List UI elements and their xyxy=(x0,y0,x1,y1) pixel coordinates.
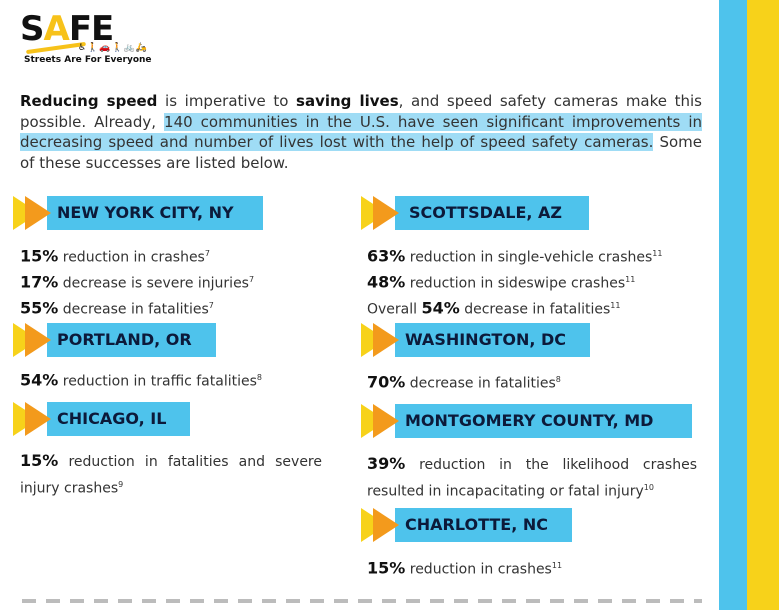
city-header-washington: WASHINGTON, DC xyxy=(361,323,590,357)
stat-line: 15% reduction in fatalities and severe i… xyxy=(20,451,322,497)
city-name: CHICAGO, IL xyxy=(57,409,167,428)
stat-line: 54% reduction in traffic fatalities8 xyxy=(20,370,262,390)
stat-line: 70% decrease in fatalities8 xyxy=(367,372,561,392)
stats-montgomery: 39% reduction in the likelihood crashes … xyxy=(367,453,697,503)
city-name: SCOTTSDALE, AZ xyxy=(409,203,563,222)
stat-line: 63% reduction in single-vehicle crashes1… xyxy=(367,246,663,266)
intro-paragraph: Reducing speed is imperative to saving l… xyxy=(20,92,703,172)
city-header-scottsdale: SCOTTSDALE, AZ xyxy=(361,196,589,230)
city-header-chicago: CHICAGO, IL xyxy=(13,402,190,436)
logo-tagline: Streets Are For Everyone xyxy=(24,55,152,65)
stat-line: 48% reduction in sideswipe crashes11 xyxy=(367,272,636,292)
stat-line: 39% reduction in the likelihood crashes … xyxy=(367,454,697,500)
stat-line: 15% reduction in crashes7 xyxy=(20,246,210,266)
city-name: WASHINGTON, DC xyxy=(405,330,566,349)
dashed-divider xyxy=(22,599,702,603)
city-header-montgomery: MONTGOMERY COUNTY, MD xyxy=(361,404,692,438)
city-header-portland: PORTLAND, OR xyxy=(13,323,216,357)
stats-new-york: 15% reduction in crashes7 17% decrease i… xyxy=(20,243,340,321)
city-header-new-york: NEW YORK CITY, NY xyxy=(13,196,263,230)
side-stripe-blue xyxy=(719,0,747,610)
safe-logo: SAFE ♿🚶🚗🚶🚲🛵 Streets Are For Everyone xyxy=(20,10,160,68)
stat-line: 55% decrease in fatalities7 xyxy=(20,298,214,318)
city-name: NEW YORK CITY, NY xyxy=(57,203,234,222)
city-name: MONTGOMERY COUNTY, MD xyxy=(405,411,654,430)
stats-scottsdale: 63% reduction in single-vehicle crashes1… xyxy=(367,243,702,321)
stat-line: 17% decrease is severe injuries7 xyxy=(20,272,255,292)
logo-wordmark: SAFE xyxy=(20,9,114,49)
stat-line: 15% reduction in crashes11 xyxy=(367,558,563,578)
stat-line: Overall 54% decrease in fatalities11 xyxy=(367,298,621,318)
road-users-icon: ♿🚶🚗🚶🚲🛵 xyxy=(78,43,149,53)
city-name: CHARLOTTE, NC xyxy=(405,515,548,534)
stats-washington: 70% decrease in fatalities8 xyxy=(367,369,702,395)
highlighted-text: 140 communities in the U.S. have seen si… xyxy=(20,112,703,151)
stats-portland: 54% reduction in traffic fatalities8 xyxy=(20,367,340,393)
stats-chicago: 15% reduction in fatalities and severe i… xyxy=(20,450,322,500)
stats-charlotte: 15% reduction in crashes11 xyxy=(367,555,702,581)
city-header-charlotte: CHARLOTTE, NC xyxy=(361,508,572,542)
side-stripe-yellow xyxy=(747,0,779,610)
city-name: PORTLAND, OR xyxy=(57,330,192,349)
